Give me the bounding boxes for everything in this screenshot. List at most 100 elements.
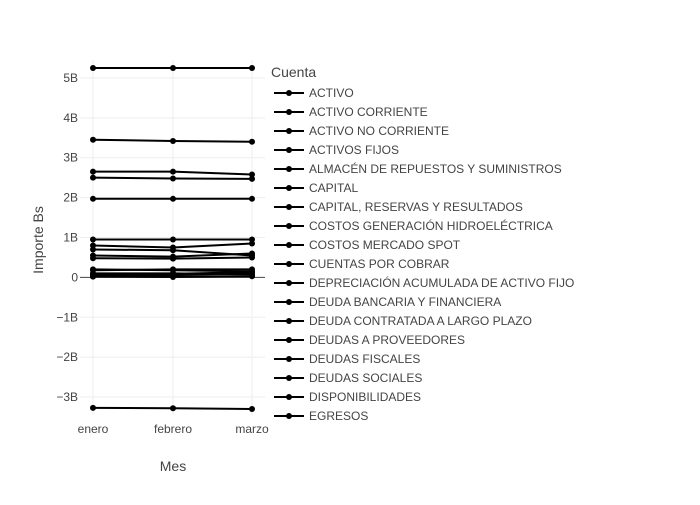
series [90, 195, 255, 202]
y-tick-label: 3B [63, 151, 78, 165]
y-tick-label: 4B [63, 111, 78, 125]
series [90, 168, 255, 178]
y-axis-label: Importe Bs [30, 206, 46, 274]
data-point [249, 406, 255, 413]
legend-label: DEUDAS A PROVEEDORES [309, 333, 465, 347]
data-point [90, 168, 96, 175]
legend-marker [286, 413, 292, 419]
data-point [90, 255, 96, 262]
x-tick-label: enero [78, 422, 109, 436]
data-point [170, 64, 176, 71]
series [90, 174, 255, 182]
legend-item[interactable]: EGRESOS [274, 409, 368, 423]
legend-marker [286, 204, 292, 210]
legend-label: COSTOS MERCADO SPOT [309, 238, 461, 252]
data-point [90, 136, 96, 143]
legend-label: COSTOS GENERACIÓN HIDROELÉCTRICA [309, 218, 553, 233]
legend-marker [286, 261, 292, 267]
data-point [90, 266, 96, 273]
legend-label: ACTIVO [309, 86, 354, 100]
series [90, 236, 255, 243]
data-point [90, 174, 96, 181]
series [90, 64, 255, 71]
legend-marker [286, 223, 292, 229]
x-tick-label: febrero [154, 422, 192, 436]
data-point [90, 236, 96, 243]
data-point [170, 405, 176, 412]
y-axis: −3B −2B −1B 0 1B 2B 3B 4B 5B [56, 71, 78, 404]
legend-item[interactable]: DEUDA BANCARIA Y FINANCIERA [274, 295, 501, 309]
data-point [249, 175, 255, 182]
legend-label: EGRESOS [309, 409, 368, 423]
data-point [170, 195, 176, 202]
legend-label: ACTIVO CORRIENTE [309, 105, 428, 119]
legend-item[interactable]: DEUDAS SOCIALES [274, 371, 422, 385]
legend-item[interactable]: DISPONIBILIDADES [274, 390, 421, 404]
x-axis: enero febrero marzo [78, 422, 269, 436]
legend-item[interactable]: COSTOS MERCADO SPOT [274, 238, 461, 252]
legend-marker [286, 337, 292, 343]
legend-marker [286, 185, 292, 191]
legend-marker [286, 242, 292, 248]
legend-label: ACTIVOS FIJOS [309, 143, 399, 157]
legend-label: DISPONIBILIDADES [309, 390, 421, 404]
legend-marker [286, 90, 292, 96]
legend-label: DEUDAS SOCIALES [309, 371, 422, 385]
legend-marker [286, 166, 292, 172]
data-point [170, 175, 176, 182]
y-tick-label: 1B [63, 231, 78, 245]
legend-item[interactable]: CUENTAS POR COBRAR [274, 257, 450, 271]
legend-marker [286, 375, 292, 381]
series [90, 404, 255, 413]
data-point [249, 138, 255, 145]
legend-item[interactable]: ALMACÉN DE REPUESTOS Y SUMINISTROS [274, 161, 562, 176]
legend-label: CUENTAS POR COBRAR [309, 257, 450, 271]
legend[interactable]: ACTIVO ACTIVO CORRIENTE ACTIVO NO CORRIENT… [274, 86, 574, 423]
legend-item[interactable]: ACTIVO NO CORRIENTE [274, 124, 449, 138]
legend-marker [286, 356, 292, 362]
data-point [90, 246, 96, 253]
legend-item[interactable]: CAPITAL, RESERVAS Y RESULTADOS [274, 200, 523, 214]
legend-item[interactable]: ACTIVO [274, 86, 354, 100]
data-point [170, 137, 176, 144]
legend-item[interactable]: ACTIVO CORRIENTE [274, 105, 428, 119]
legend-marker [286, 299, 292, 305]
legend-item[interactable]: DEUDA CONTRATADA A LARGO PLAZO [274, 314, 532, 328]
y-tick-label: −1B [56, 310, 78, 324]
legend-item[interactable]: ACTIVOS FIJOS [274, 143, 399, 157]
legend-item[interactable]: COSTOS GENERACIÓN HIDROELÉCTRICA [274, 218, 553, 233]
data-point [249, 64, 255, 71]
legend-item[interactable]: DEPRECIACIÓN ACUMULADA DE ACTIVO FIJO [274, 275, 574, 290]
data-point [170, 267, 176, 274]
legend-marker [286, 280, 292, 286]
data-point [170, 271, 176, 278]
legend-item[interactable]: DEUDAS A PROVEEDORES [274, 333, 465, 347]
legend-marker [286, 109, 292, 115]
series-lines [90, 64, 255, 413]
data-point [170, 247, 176, 254]
legend-label: DEPRECIACIÓN ACUMULADA DE ACTIVO FIJO [309, 275, 574, 290]
legend-label: DEUDAS FISCALES [309, 352, 420, 366]
y-tick-label: −2B [56, 350, 78, 364]
data-point [90, 404, 96, 411]
data-point [90, 64, 96, 71]
legend-label: DEUDA BANCARIA Y FINANCIERA [309, 295, 501, 309]
legend-label: CAPITAL [309, 181, 358, 195]
series [90, 136, 255, 145]
legend-marker [286, 318, 292, 324]
legend-title: Cuenta [271, 64, 316, 80]
x-tick-label: marzo [235, 422, 269, 436]
legend-item[interactable]: CAPITAL [274, 181, 358, 195]
legend-label: ALMACÉN DE REPUESTOS Y SUMINISTROS [309, 161, 562, 176]
data-point [90, 195, 96, 202]
legend-label: ACTIVO NO CORRIENTE [309, 124, 449, 138]
data-point [170, 236, 176, 243]
data-point [249, 171, 255, 178]
legend-marker [286, 128, 292, 134]
legend-item[interactable]: DEUDAS FISCALES [274, 352, 420, 366]
series [90, 266, 255, 275]
data-point [249, 254, 255, 261]
legend-marker [286, 394, 292, 400]
